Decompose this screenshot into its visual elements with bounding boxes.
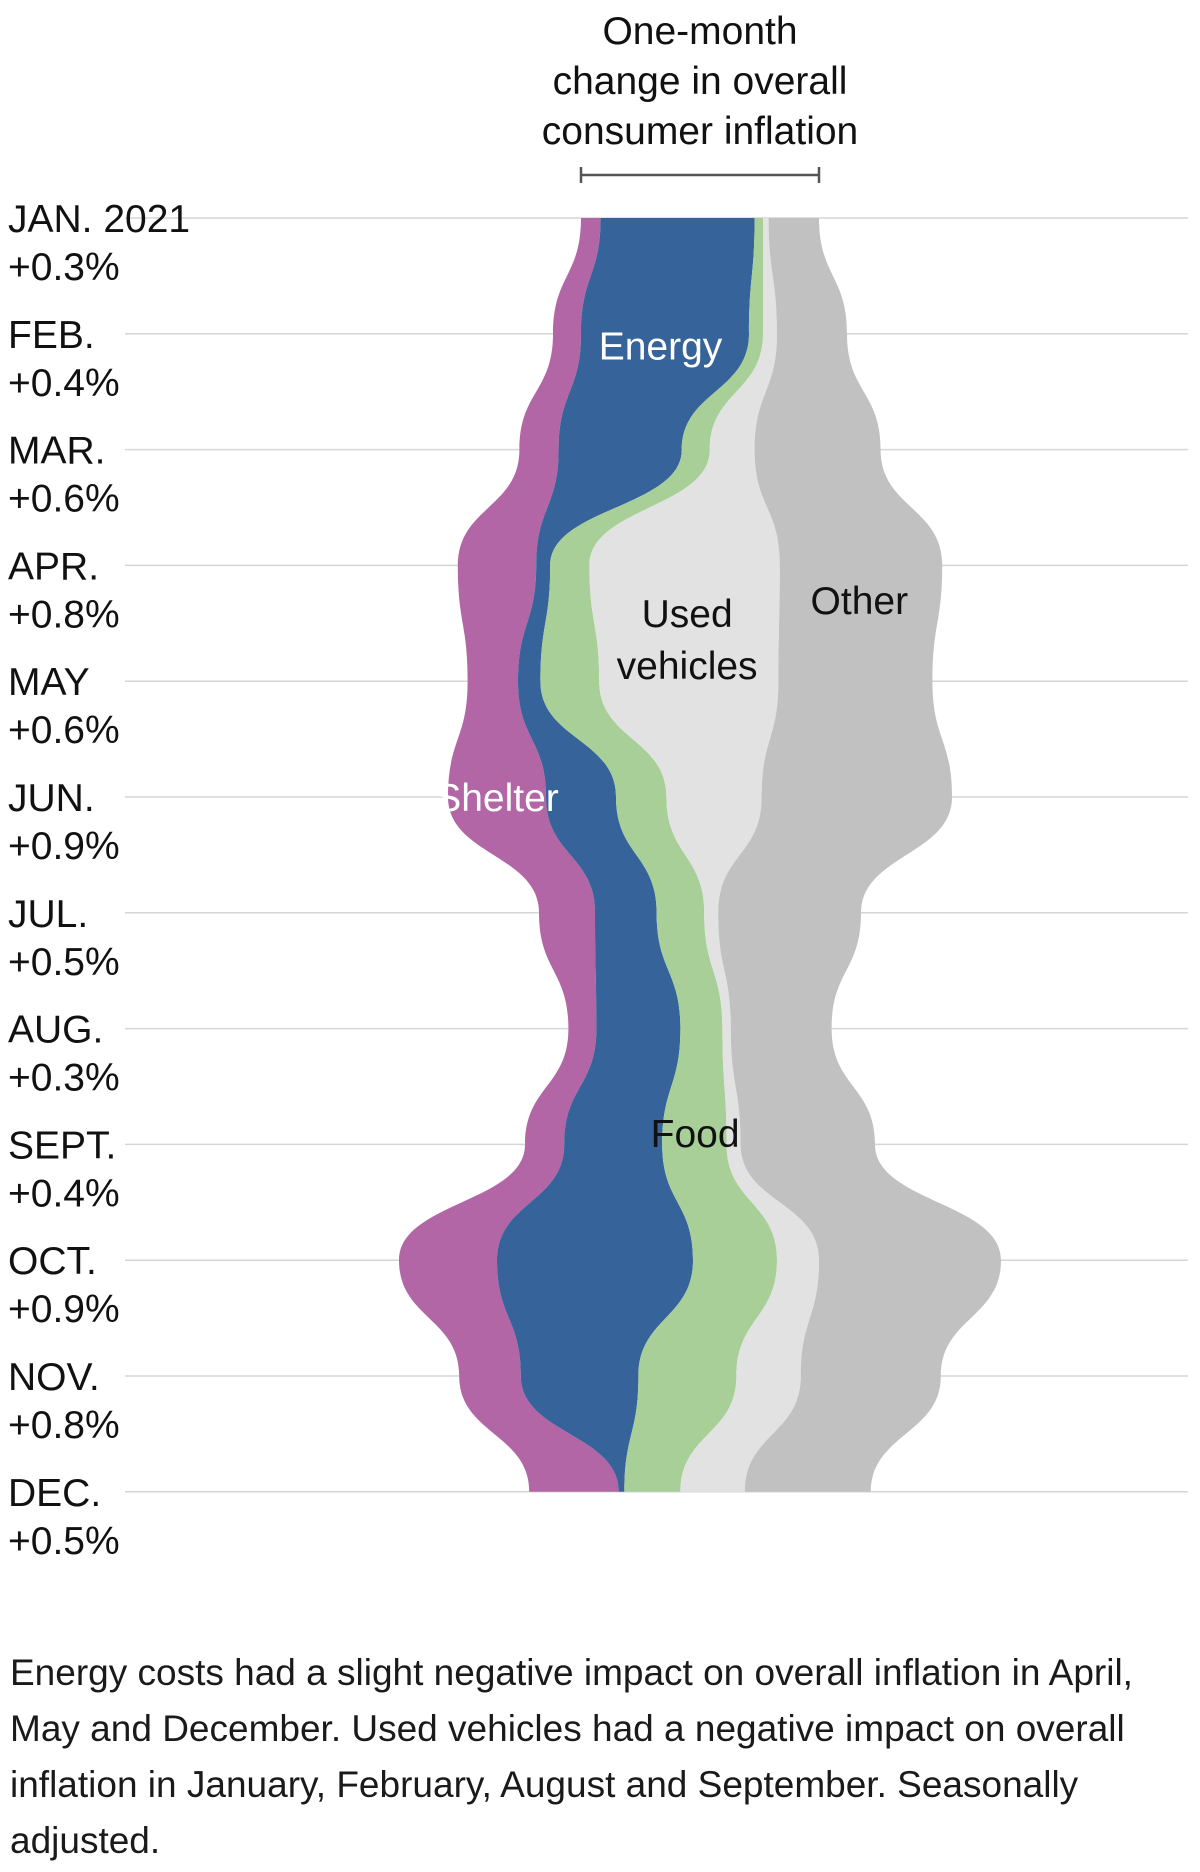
title-line-0: One-month [602, 10, 797, 53]
streams [399, 218, 1001, 1492]
month-change-label: +0.3% [8, 246, 120, 289]
stream-label-other: Other [811, 580, 909, 623]
month-label: JAN. 2021 [8, 198, 190, 241]
month-label: AUG. [8, 1009, 103, 1052]
inflation-streamgraph: One-month change in overall consumer infla… [8, 10, 1188, 1563]
stream-energy [497, 218, 755, 1492]
stream-shelter [399, 218, 619, 1492]
month-label: APR. [8, 545, 99, 588]
chart-title: One-month change in overall consumer infla… [542, 10, 859, 153]
stream-label-used-vehicles: Used vehicles [617, 593, 758, 688]
stream-label-shelter: Shelter [435, 777, 559, 820]
month-change-label: +0.8% [8, 593, 120, 636]
month-label: SEPT. [8, 1124, 116, 1167]
month-change-label: +0.5% [8, 1520, 120, 1563]
month-label: JUN. [8, 777, 95, 820]
month-labels: JAN. 2021 +0.3% FEB. +0.4% MAR. +0.6% APR. +0.8… [8, 198, 190, 1563]
month-label: DEC. [8, 1472, 101, 1515]
month-change-label: +0.4% [8, 1172, 120, 1215]
month-change-label: +0.5% [8, 941, 120, 984]
month-change-label: +0.9% [8, 825, 120, 868]
month-label: JUL. [8, 893, 88, 936]
month-label: MAY [8, 661, 90, 704]
month-change-label: +0.8% [8, 1404, 120, 1447]
chart-caption: Energy costs had a slight negative impac… [10, 1652, 1133, 1861]
month-change-label: +0.4% [8, 362, 120, 405]
title-line-1: change in overall [553, 60, 848, 103]
stream-used-vehicles [589, 218, 819, 1492]
month-label: OCT. [8, 1240, 97, 1283]
stream-label-food: Food [651, 1113, 740, 1156]
month-label: MAR. [8, 430, 106, 473]
month-change-label: +0.6% [8, 478, 120, 521]
stream-food [540, 218, 777, 1492]
month-change-label: +0.6% [8, 709, 120, 752]
month-change-label: +0.3% [8, 1057, 120, 1100]
stream-labels: Shelter Energy Food Used vehicles Other [435, 325, 908, 1155]
chart-container: One-month change in overall consumer infla… [8, 10, 1188, 1563]
month-label: NOV. [8, 1356, 100, 1399]
stream-other [718, 218, 1001, 1492]
stream-label-energy: Energy [599, 325, 723, 368]
month-change-label: +0.9% [8, 1288, 120, 1331]
month-label: FEB. [8, 314, 95, 357]
title-line-2: consumer inflation [542, 110, 859, 153]
scale-bracket [579, 167, 821, 183]
